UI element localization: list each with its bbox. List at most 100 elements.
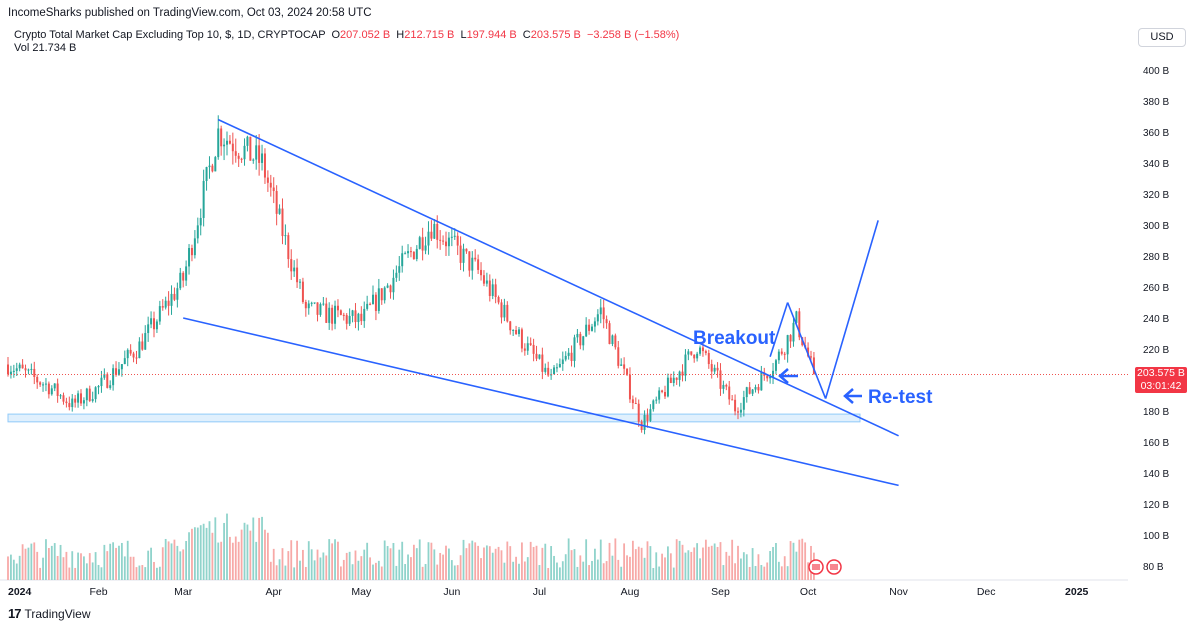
trendline[interactable]	[217, 118, 899, 437]
volume-bar	[193, 527, 196, 580]
volume-bar	[480, 558, 482, 580]
support-zone[interactable]	[7, 413, 861, 423]
symbol-legend: Crypto Total Market Cap Excluding Top 10…	[14, 28, 679, 42]
candle-body	[666, 377, 669, 397]
candle-body	[360, 313, 363, 322]
volume-bar	[418, 539, 421, 580]
volume-bar	[678, 540, 681, 580]
candle-body	[515, 330, 518, 335]
candle-body	[103, 374, 106, 378]
trendline[interactable]	[183, 317, 899, 487]
candle-body	[144, 333, 147, 350]
candle-body	[109, 385, 112, 388]
volume-legend: Vol 21.734 B	[14, 42, 76, 54]
candle-body	[445, 241, 447, 247]
x-tick-label: Oct	[800, 586, 816, 598]
candle-body	[91, 399, 94, 401]
volume-bar	[264, 529, 266, 580]
candle-body	[123, 358, 126, 365]
volume-bar	[745, 554, 748, 580]
candle-body	[704, 351, 707, 354]
candle-body	[547, 367, 550, 376]
candle-body	[357, 313, 360, 323]
volume-bar	[334, 539, 336, 580]
volume-bar	[217, 542, 220, 580]
volume-bar	[156, 567, 158, 580]
candle-body	[582, 336, 585, 346]
volume-bar	[588, 565, 590, 580]
candle-body	[526, 343, 529, 351]
last-price-tag: 203.575 B 03:01:42	[1135, 367, 1187, 393]
candle-body	[774, 360, 777, 371]
volume-bar	[576, 566, 579, 580]
candle-body	[675, 377, 678, 380]
retest-label[interactable]: Re-test	[868, 387, 933, 408]
candle-body	[570, 352, 573, 361]
volume-bar	[792, 542, 795, 580]
trendline[interactable]	[786, 302, 827, 399]
symbol-name[interactable]: Crypto Total Market Cap Excluding Top 10…	[14, 29, 326, 41]
candle-body	[427, 231, 430, 246]
volume-bar	[477, 545, 480, 580]
volume-bar	[231, 542, 234, 580]
volume-bar	[807, 562, 809, 580]
candle-body	[345, 315, 348, 324]
tradingview-logo-icon: 17	[8, 606, 22, 621]
volume-bar	[255, 541, 258, 580]
volume-bar	[293, 567, 296, 580]
x-tick-label: Dec	[977, 586, 996, 598]
volume-bar	[249, 530, 252, 580]
footer-brand[interactable]: 17 TradingView	[8, 606, 91, 621]
volume-bar	[208, 521, 211, 580]
volume-bar	[366, 542, 369, 580]
volume-bar	[521, 542, 523, 580]
volume-bar	[614, 538, 617, 580]
volume-bar	[649, 546, 652, 580]
x-tick-label: Aug	[621, 586, 640, 598]
candle-body	[223, 144, 226, 147]
candle-body	[65, 401, 68, 404]
trendline[interactable]	[824, 220, 879, 399]
candle-body	[304, 301, 307, 309]
y-tick-label: 220 B	[1143, 345, 1169, 356]
volume-bar	[742, 552, 745, 580]
volume-bar	[269, 561, 272, 580]
candle-body	[810, 356, 812, 358]
y-tick-label: 180 B	[1143, 407, 1169, 418]
trendline[interactable]	[769, 302, 789, 357]
volume-bar	[135, 567, 138, 580]
candle-body	[620, 364, 623, 366]
candle-body	[106, 374, 109, 388]
breakout-label[interactable]: Breakout	[693, 328, 776, 349]
volume-bar	[42, 557, 44, 580]
retest-arrow-icon	[843, 388, 862, 404]
candle-body	[421, 237, 424, 251]
candle-body	[150, 318, 153, 325]
candle-body	[555, 367, 558, 369]
volume-bar	[272, 548, 275, 580]
x-tick-label: Jun	[443, 586, 460, 598]
volume-bar	[45, 539, 47, 580]
currency-selector[interactable]: USD	[1138, 28, 1186, 47]
candle-body	[786, 335, 789, 355]
volume-bar	[158, 566, 161, 580]
candle-body	[366, 303, 369, 309]
candle-body	[576, 333, 579, 338]
volume-bar	[687, 550, 690, 580]
candle-body	[737, 411, 739, 413]
candle-body	[523, 348, 526, 351]
candle-body	[661, 390, 664, 392]
candle-body	[53, 383, 56, 389]
candle-body	[374, 294, 377, 311]
y-tick-label: 260 B	[1143, 283, 1169, 294]
volume-bar	[760, 564, 763, 580]
volume-bar	[623, 543, 626, 580]
candle-body	[211, 165, 214, 172]
volume-value: 21.734 B	[32, 42, 77, 54]
volume-bar	[538, 565, 541, 580]
volume-bar	[18, 555, 21, 580]
volume-bar	[302, 549, 304, 580]
x-tick-label: 2024	[8, 586, 32, 598]
candle-body	[231, 143, 234, 152]
